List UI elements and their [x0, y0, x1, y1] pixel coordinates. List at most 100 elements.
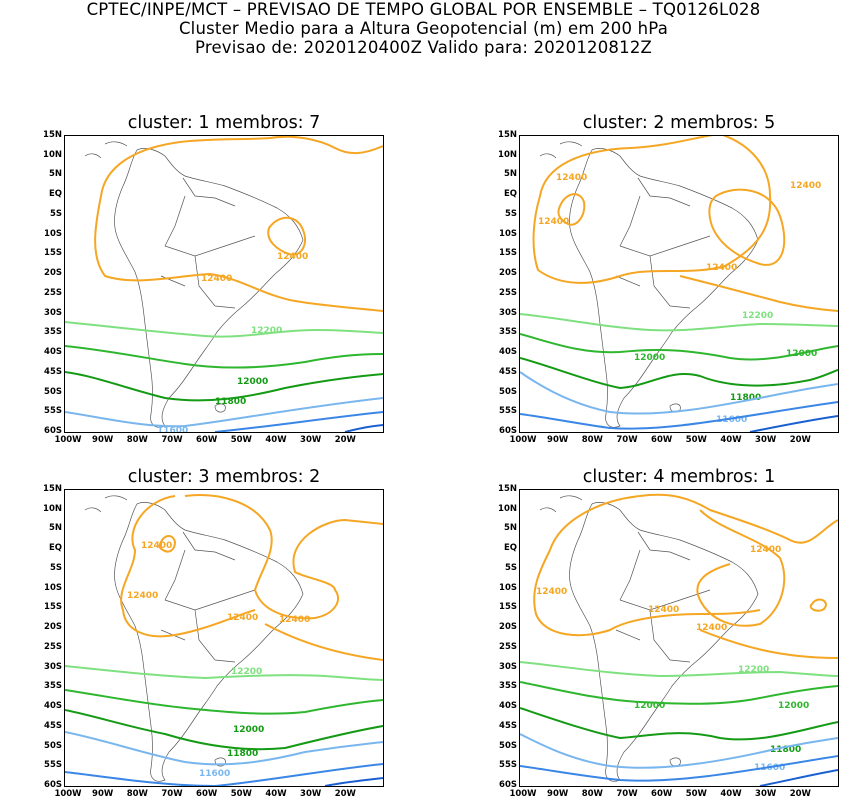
- latitude-tick-label: EQ: [503, 543, 517, 554]
- longitude-tick-label: 70W: [616, 789, 638, 799]
- contour-label: 12200: [231, 667, 262, 677]
- contour-12400-south: [679, 275, 838, 312]
- latitude-tick-label: 35S: [499, 681, 517, 692]
- contour-12000: [520, 333, 838, 361]
- contour-11500: [214, 411, 383, 432]
- country-border: [559, 495, 583, 501]
- latitude-tick-label: 35S: [44, 327, 62, 338]
- longitude-tick-label: 70W: [616, 435, 638, 445]
- map-svg: 12400 12400 12400 12400 12200 12000 1200…: [520, 493, 838, 786]
- longitude-tick-label: 100W: [509, 789, 537, 799]
- contour-12200: [65, 321, 383, 338]
- latitude-tick-label: EQ: [48, 189, 62, 200]
- contour-12200: [520, 661, 838, 678]
- latitude-tick-label: 5N: [503, 523, 517, 534]
- contour-12400-ne-closed: [708, 188, 786, 266]
- contour-label: 12400: [279, 615, 310, 625]
- contour-11500: [520, 755, 838, 782]
- longitude-tick-label: 100W: [509, 435, 537, 445]
- contour-11800: [65, 709, 383, 751]
- contour-12400: [532, 136, 772, 284]
- country-border: [569, 148, 759, 428]
- contour-11600: [520, 733, 838, 769]
- longitude-tick-label: 50W: [230, 435, 252, 445]
- map-panel-cluster-3: cluster: 3 membros: 2 15N 10N 5N EQ 5S 10S 15S…: [0, 467, 400, 807]
- contour-label: 12200: [738, 665, 769, 675]
- contour-label: 11800: [215, 397, 246, 407]
- latitude-tick-label: EQ: [503, 189, 517, 200]
- latitude-tick-label: 5N: [48, 523, 62, 534]
- contour-11800: [520, 357, 838, 390]
- longitude-tick-label: 60W: [651, 789, 673, 799]
- longitude-tick-label: 80W: [126, 435, 148, 445]
- latitude-tick-label: 55S: [44, 760, 62, 771]
- country-border: [104, 141, 128, 147]
- contour-label: 11600: [157, 426, 188, 432]
- latitude-tick-label: 50S: [44, 386, 62, 397]
- panel-title: cluster: 2 membros: 5: [582, 113, 776, 133]
- latitude-tick-label: 5N: [503, 169, 517, 180]
- falkland-islands: [214, 403, 226, 413]
- longitude-tick-label: 80W: [581, 789, 603, 799]
- contour-label: 12400: [750, 545, 781, 555]
- latitude-tick-label: 35S: [499, 327, 517, 338]
- contour-12400-ne: [696, 509, 786, 627]
- country-border: [160, 177, 256, 309]
- latitude-tick-label: 15S: [499, 602, 517, 613]
- latitude-tick-label: 10S: [499, 228, 517, 239]
- contour-12000: [520, 681, 838, 705]
- contour-11400: [759, 769, 838, 786]
- contour-label: 12400: [556, 173, 587, 183]
- country-border: [104, 495, 128, 501]
- longitude-tick-label: 90W: [92, 435, 114, 445]
- contour-label: 12000: [233, 725, 264, 735]
- longitude-tick-label: 30W: [755, 789, 777, 799]
- contour-11400: [324, 777, 383, 786]
- latitude-tick-label: 60S: [44, 780, 62, 790]
- contour-12400-west: [120, 495, 256, 638]
- contour-label: 12400: [706, 263, 737, 273]
- contour-11800: [520, 707, 838, 741]
- longitude-tick-label: 20W: [789, 435, 811, 445]
- latitude-tick-label: 45S: [499, 720, 517, 731]
- longitude-tick-label: 90W: [547, 435, 569, 445]
- contour-label: 12200: [742, 311, 773, 321]
- latitude-tick-label: 45S: [44, 720, 62, 731]
- longitude-tick-label: 40W: [720, 789, 742, 799]
- falkland-islands: [669, 757, 681, 767]
- longitude-tick-label: 50W: [230, 789, 252, 799]
- latitude-tick-label: EQ: [48, 543, 62, 554]
- longitude-tick-label: 50W: [685, 789, 707, 799]
- longitude-tick-label: 80W: [581, 435, 603, 445]
- contour-12400-south: [264, 623, 383, 661]
- country-border: [84, 153, 102, 159]
- latitude-tick-label: 25S: [44, 287, 62, 298]
- latitude-tick-label: 10N: [43, 503, 62, 514]
- longitude-tick-label: 20W: [334, 789, 356, 799]
- contour-label: 12400: [648, 605, 679, 615]
- longitude-tick-label: 100W: [54, 435, 82, 445]
- latitude-tick-label: 5N: [48, 169, 62, 180]
- country-border: [114, 148, 304, 428]
- contour-12000: [65, 345, 383, 369]
- latitude-tick-label: 5S: [504, 562, 517, 573]
- map-svg: 12400 12400 12400 12400 12200 12000 1200…: [520, 136, 838, 432]
- contour-11400: [749, 415, 838, 432]
- contour-label: 12400: [536, 587, 567, 597]
- contour-label: 12400: [538, 217, 569, 227]
- contour-12400-ne-closed: [267, 216, 307, 256]
- latitude-tick-label: 15N: [43, 130, 62, 140]
- latitude-tick-label: 50S: [44, 740, 62, 751]
- contour-12200: [520, 313, 838, 332]
- contour-label: 11600: [716, 415, 747, 425]
- contour-label: 12400: [277, 252, 308, 262]
- contour-11600: [65, 397, 383, 428]
- contour-11400: [344, 424, 383, 432]
- contour-label: 12400: [201, 274, 232, 284]
- latitude-tick-label: 55S: [499, 760, 517, 771]
- country-border: [615, 177, 711, 309]
- longitude-tick-label: 30W: [300, 789, 322, 799]
- contour-12400: [549, 493, 838, 551]
- panel-title: cluster: 1 membros: 7: [127, 113, 321, 133]
- latitude-tick-label: 20S: [499, 268, 517, 279]
